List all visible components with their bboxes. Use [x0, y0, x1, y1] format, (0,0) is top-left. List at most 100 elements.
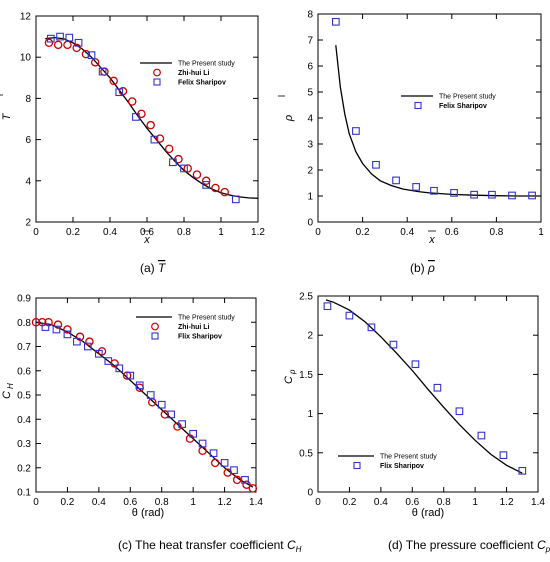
data-point-circle: [109, 76, 118, 86]
y-axis-label-group: Cp: [283, 369, 297, 384]
series-line-present-study: [335, 45, 541, 197]
data-point-circle: [135, 383, 144, 392]
chart-panel-4: 0 0.2 0.4 0.6 0.8 1 1.2 1.4 0 0.5 1 1.5 2 2.5 θ (rad) C…: [283, 292, 550, 555]
x-tick-label: 0.8: [437, 497, 451, 508]
data-point-square: [95, 349, 103, 358]
data-point-square: [430, 186, 438, 195]
x-tick-label: 0.2: [66, 227, 80, 238]
series-line-present-study: [325, 299, 523, 474]
plot-frame: [317, 13, 542, 223]
caption-symbol: ρ: [427, 261, 435, 275]
data-point-circle: [90, 58, 100, 67]
data-point-circle: [223, 468, 232, 477]
data-point-square: [98, 67, 107, 76]
legend-label: The Present study: [178, 61, 235, 68]
data-point-square: [231, 195, 240, 204]
caption-subscript: p: [545, 545, 550, 554]
data-point-square: [528, 191, 536, 200]
x-tick-label: 0.2: [60, 497, 74, 508]
data-point-circle: [85, 337, 94, 346]
data-point-circle: [53, 40, 63, 50]
data-point-square: [220, 459, 229, 467]
data-point-square: [488, 190, 496, 199]
y-tick-label: 10: [20, 53, 32, 64]
data-point-square: [56, 32, 64, 41]
y-tick-label: 5: [307, 88, 313, 99]
data-point-square: [146, 391, 155, 399]
data-point-square: [352, 127, 360, 135]
data-point-square: [87, 51, 96, 59]
data-point-circle: [63, 325, 72, 334]
data-point-square: [450, 189, 458, 197]
data-point-square: [63, 330, 72, 339]
x-tick-label: 0.4: [400, 227, 414, 238]
y-tick-label: 2: [307, 331, 313, 342]
legend-label: The Present study: [178, 315, 235, 322]
y-tick-label: 7: [307, 36, 313, 47]
data-point-circle: [81, 49, 91, 59]
x-tick-label: 1.2: [500, 497, 514, 508]
y-tick-label: 0.5: [299, 448, 313, 459]
data-point-square: [412, 183, 420, 191]
data-point-square: [499, 451, 508, 460]
data-point-circle: [211, 183, 220, 193]
data-point-square: [74, 38, 83, 47]
x-tick-label: 1: [190, 497, 196, 508]
data-point-square: [180, 164, 188, 173]
y-axis-label-group: T: [0, 94, 13, 120]
y-axis-label: T: [1, 112, 13, 120]
y-axis-label: ρ: [283, 115, 295, 122]
x-tick-label: 0.6: [140, 227, 154, 238]
legend-label: Felix Sharipov: [439, 103, 487, 110]
caption-label: (d) The pressure coefficient: [388, 538, 537, 552]
y-tick-label: 8: [307, 10, 313, 21]
caption-label: (c) The heat transfer coefficient: [118, 538, 287, 552]
data-point-circle: [192, 170, 202, 179]
data-point-square: [167, 410, 175, 419]
y-tick-label: 2: [307, 166, 313, 177]
data-point-square: [73, 337, 81, 346]
data-point-square: [41, 323, 50, 331]
caption: (d) The pressure coefficient Cp: [388, 538, 550, 554]
data-point-square: [126, 371, 135, 380]
y-tick-label: 0.8: [17, 318, 31, 329]
x-axis-label: x: [143, 234, 150, 246]
legend-circle-swatch: [153, 68, 161, 77]
y-axis-label: C: [283, 376, 295, 384]
data-point-circle: [198, 446, 207, 456]
legend-square-swatch: [353, 461, 361, 470]
series-line-present-study: [35, 321, 254, 488]
y-axis-label-group: ρ: [278, 95, 295, 122]
data-point-square: [157, 400, 166, 409]
data-point-square: [331, 17, 340, 26]
legend-square-swatch: [153, 78, 161, 86]
data-point-square: [433, 383, 442, 392]
legend-circle-swatch: [151, 322, 159, 331]
data-point-circle: [242, 480, 251, 489]
x-tick-label: 1: [218, 227, 224, 238]
y-tick-label: 8: [25, 94, 31, 105]
x-tick-label: 0.2: [356, 227, 370, 238]
y-tick-label: 0.3: [17, 439, 31, 450]
x-tick-label: 0.8: [155, 497, 169, 508]
y-tick-label: 2: [25, 218, 31, 229]
caption: (b) ρ: [410, 261, 435, 275]
y-tick-label: 6: [307, 62, 313, 73]
legend: The Present study Flix Sharipov: [338, 454, 437, 470]
y-tick-label: 6: [25, 135, 31, 146]
y-tick-label: 3: [307, 140, 313, 151]
data-point-square: [189, 429, 197, 438]
data-point-circle: [210, 458, 220, 468]
data-point-square: [115, 364, 124, 373]
x-tick-label: 0.4: [374, 497, 388, 508]
data-point-square: [150, 135, 159, 144]
data-point-square: [198, 439, 207, 448]
y-tick-label: 1: [307, 192, 313, 203]
x-axis-label: θ (rad): [412, 507, 444, 519]
x-tick-label: 0.6: [123, 497, 137, 508]
data-point-square: [372, 160, 380, 169]
y-tick-label: 4: [25, 176, 31, 187]
data-point-circle: [220, 187, 229, 197]
data-point-square: [84, 342, 92, 351]
